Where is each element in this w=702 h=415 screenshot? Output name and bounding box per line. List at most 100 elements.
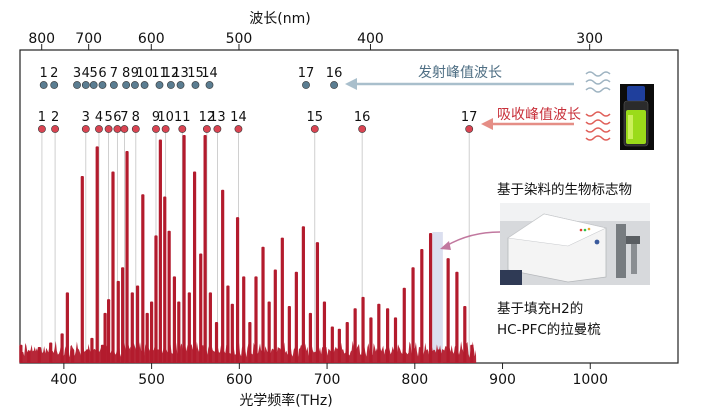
emission-marker-dot xyxy=(302,81,310,89)
spectrum-line xyxy=(158,139,162,363)
spectrum-line xyxy=(455,271,459,363)
top-axis-label: 波长(nm) xyxy=(249,11,310,27)
emission-marker-label: 6 xyxy=(98,66,106,81)
h2-comb-label-line2: HC-PFC的拉曼梳 xyxy=(497,322,601,338)
absorption-light-waves-icon xyxy=(585,111,611,141)
emission-marker-dot xyxy=(98,81,107,89)
emission-marker-dot xyxy=(73,81,81,89)
spectrum-line xyxy=(100,344,105,363)
dye-vial-icon xyxy=(620,84,654,150)
absorption-marker-dot xyxy=(131,125,140,133)
spectrum-line xyxy=(130,292,134,363)
top-axis: 800 700 600 500 400 300 xyxy=(28,31,603,50)
spectrum-line xyxy=(49,342,53,363)
emission-marker-dot xyxy=(167,81,175,89)
spectrum-line xyxy=(150,301,154,363)
absorption-marker-label: 3 xyxy=(82,110,90,125)
emission-marker-label: 4 xyxy=(82,66,90,81)
spectrum-line xyxy=(192,171,197,363)
absorption-marker-dot xyxy=(38,125,46,133)
emission-marker-label: 5 xyxy=(90,66,98,81)
spectrum-line xyxy=(85,349,90,363)
absorption-marker-label: 2 xyxy=(51,110,59,125)
bottom-tick-label: 600 xyxy=(226,372,253,388)
absorption-marker-label: 7 xyxy=(120,110,128,125)
absorption-marker-dot xyxy=(81,125,90,133)
spectrum-line xyxy=(369,317,373,363)
absorption-marker-dot xyxy=(161,125,170,133)
bottom-tick-label: 700 xyxy=(314,372,341,388)
spectrum-line xyxy=(428,233,433,363)
spectrum-line xyxy=(261,246,265,363)
emission-marker-dot xyxy=(89,81,98,89)
pointer-arrow xyxy=(440,231,501,250)
emission-marker-dot xyxy=(155,81,164,89)
spectrum-line xyxy=(214,321,219,363)
emission-marker-dot xyxy=(191,81,200,89)
spectrum-line xyxy=(163,196,167,363)
emission-marker-dot xyxy=(81,81,90,89)
spectrum-line xyxy=(267,301,271,363)
spectrum-line xyxy=(242,276,246,363)
spectrum-line xyxy=(393,317,398,363)
emission-legend-label: 发射峰值波长 xyxy=(418,65,502,81)
spectrum-line xyxy=(337,328,341,363)
spectrum-line xyxy=(111,171,115,363)
spectrum-line xyxy=(182,135,186,363)
absorption-legend: 吸收峰值波长 xyxy=(481,107,581,130)
spectrum-line xyxy=(230,303,234,363)
absorption-marker-label: 13 xyxy=(209,110,226,125)
absorption-marker-label: 12 xyxy=(199,110,216,125)
spectrum-line xyxy=(145,312,149,363)
spectrum-line xyxy=(221,189,225,363)
absorption-marker-label: 10 xyxy=(157,110,174,125)
emission-arrowhead xyxy=(345,78,357,90)
emission-marker-dot xyxy=(205,81,214,89)
h2-comb-label-line1: 基于填充H2的 xyxy=(497,300,583,317)
bottom-tick-label: 500 xyxy=(138,372,165,388)
emission-marker-label: 15 xyxy=(187,66,204,81)
absorption-marker-label: 4 xyxy=(95,110,103,125)
spectrum-line xyxy=(470,344,474,363)
absorption-marker-label: 16 xyxy=(354,110,371,125)
spectrum-line xyxy=(154,235,158,363)
spectrum-line xyxy=(121,267,125,363)
spectrum-line xyxy=(361,296,365,363)
top-tick-label: 500 xyxy=(226,31,253,47)
bottom-tick-label: 900 xyxy=(489,372,516,388)
emission-marker-label: 11 xyxy=(151,66,168,81)
absorption-marker-dot xyxy=(234,125,243,133)
emission-marker-label: 1 xyxy=(40,66,48,81)
spectrum-line xyxy=(65,292,69,363)
emission-light-waves-icon xyxy=(585,71,611,93)
spectrum-line xyxy=(60,333,64,363)
bottom-axis: 400 500 600 700 800 900 1000 xyxy=(50,363,608,388)
spectrum-line xyxy=(411,267,415,363)
spectrum-line xyxy=(167,230,171,363)
absorption-marker-dot xyxy=(310,125,319,133)
absorption-marker-dot xyxy=(465,125,474,133)
absorption-marker-label: 5 xyxy=(104,110,112,125)
spectrum-line xyxy=(177,301,181,363)
top-tick-label: 700 xyxy=(75,31,102,47)
top-tick-label: 800 xyxy=(28,31,55,47)
h2-comb-highlight xyxy=(432,232,443,363)
bottom-tick-label: 800 xyxy=(401,372,428,388)
spectrum-line xyxy=(125,150,129,363)
emission-marker-label: 9 xyxy=(131,66,139,81)
spectrum-line xyxy=(294,271,298,363)
emission-marker-label: 10 xyxy=(136,66,153,81)
top-tick-label: 600 xyxy=(138,31,165,47)
spectrum-line xyxy=(353,308,357,363)
raman-comb-spectrum xyxy=(19,135,477,363)
top-tick-label: 400 xyxy=(357,31,384,47)
spectrum-line xyxy=(287,306,291,363)
bottom-tick-label: 1000 xyxy=(572,372,608,388)
absorption-marker-dot xyxy=(202,125,211,133)
highlight-band xyxy=(432,232,443,363)
spectrum-line xyxy=(463,306,467,363)
absorption-marker-dot xyxy=(104,125,113,133)
spectrum-line xyxy=(402,287,406,363)
spectrum-line xyxy=(330,326,334,363)
